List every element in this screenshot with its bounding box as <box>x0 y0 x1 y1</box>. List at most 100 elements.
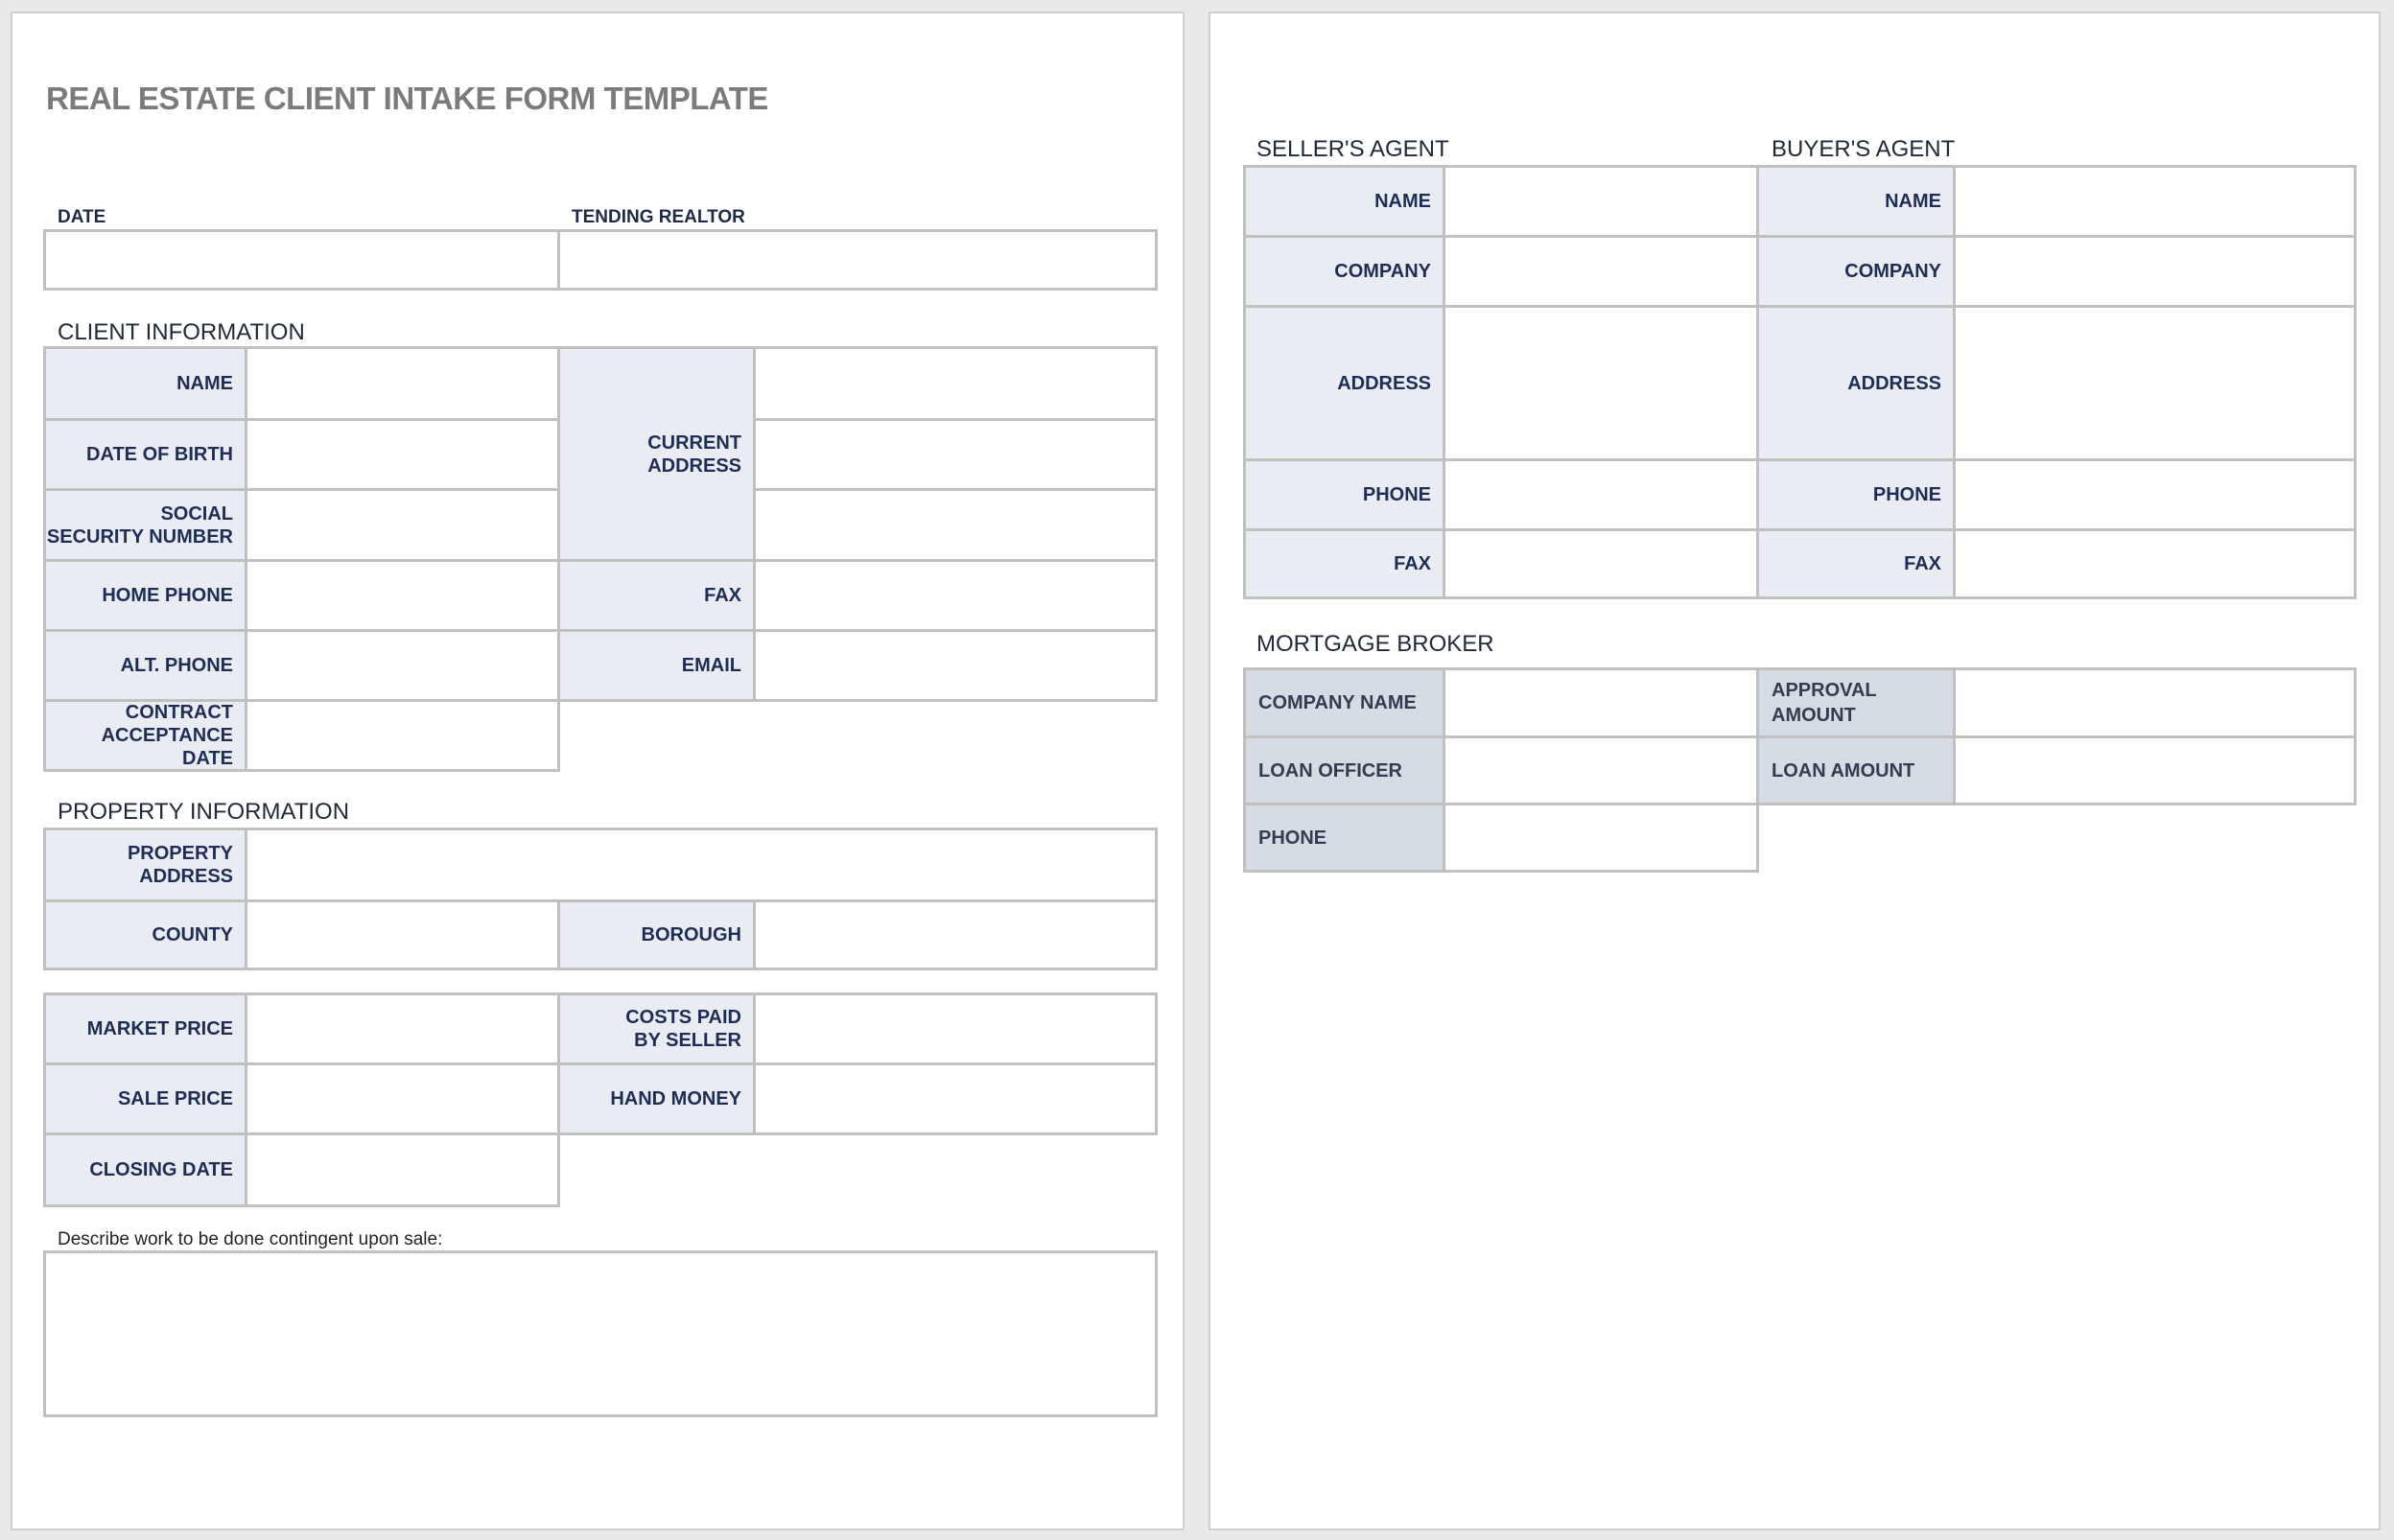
buyer-fax-label: FAX <box>1756 528 1956 599</box>
label-text: ADDRESS <box>1847 372 1941 394</box>
buyer-address-label: ADDRESS <box>1756 305 1956 461</box>
label-text: CURRENT ADDRESS <box>647 432 741 478</box>
seller-fax-field[interactable] <box>1443 528 1759 599</box>
client-information-heading: CLIENT INFORMATION <box>58 319 305 345</box>
label-text: NAME <box>176 373 233 394</box>
fax-field[interactable] <box>753 559 1158 632</box>
describe-work-field[interactable] <box>43 1250 1158 1417</box>
home-phone-label: HOME PHONE <box>43 559 247 632</box>
ssn-field[interactable] <box>245 488 560 562</box>
property-information-heading: PROPERTY INFORMATION <box>58 799 350 825</box>
label-text: PROPERTY ADDRESS <box>128 842 233 888</box>
date-field[interactable] <box>43 229 560 291</box>
loan-officer-field[interactable] <box>1443 735 1759 805</box>
label-text: COSTS PAID BY SELLER <box>625 1006 741 1052</box>
alt-phone-label: ALT. PHONE <box>43 629 247 702</box>
realtor-field[interactable] <box>557 229 1158 291</box>
seller-company-field[interactable] <box>1443 235 1759 308</box>
buyer-company-field[interactable] <box>1953 235 2357 308</box>
email-field[interactable] <box>753 629 1158 702</box>
market-price-label: MARKET PRICE <box>43 992 247 1065</box>
label-line: AMOUNT <box>1772 705 1856 726</box>
label-text: SOCIAL SECURITY NUMBER <box>47 502 233 548</box>
costs-paid-label: COSTS PAID BY SELLER <box>557 992 756 1065</box>
label-line: SECURITY NUMBER <box>46 525 233 548</box>
market-price-field[interactable] <box>245 992 560 1065</box>
buyer-phone-label: PHONE <box>1756 458 1956 531</box>
mortgage-company-label: COMPANY NAME <box>1243 667 1445 738</box>
label-text: FAX <box>704 585 741 606</box>
mortgage-phone-field[interactable] <box>1443 803 1759 873</box>
loan-amount-field[interactable] <box>1953 735 2357 805</box>
form-title: REAL ESTATE CLIENT INTAKE FORM TEMPLATE <box>46 81 768 116</box>
label-text: HAND MONEY <box>610 1088 741 1109</box>
label-line: ACCEPTANCE DATE <box>101 725 233 769</box>
closing-date-field[interactable] <box>245 1132 560 1207</box>
label-line: PROPERTY <box>127 843 233 864</box>
label-text: ALT. PHONE <box>120 655 233 676</box>
fax-label: FAX <box>557 559 756 632</box>
label-text: CLOSING DATE <box>89 1159 233 1180</box>
label-text: COMPANY NAME <box>1258 692 1417 713</box>
borough-field[interactable] <box>753 899 1158 970</box>
address-line-1-field[interactable] <box>753 346 1158 421</box>
seller-phone-label: PHONE <box>1243 458 1445 531</box>
approval-amount-field[interactable] <box>1953 667 2357 738</box>
label-text: MARKET PRICE <box>86 1018 233 1039</box>
describe-work-label: Describe work to be done contingent upon… <box>58 1229 443 1249</box>
buyer-address-field[interactable] <box>1953 305 2357 461</box>
label-text: COMPANY <box>1844 261 1941 282</box>
buyer-fax-field[interactable] <box>1953 528 2357 599</box>
seller-address-label: ADDRESS <box>1243 305 1445 461</box>
dob-label: DATE OF BIRTH <box>43 418 247 491</box>
label-line: BY SELLER <box>634 1030 741 1051</box>
ssn-label: SOCIAL SECURITY NUMBER <box>43 488 247 562</box>
home-phone-field[interactable] <box>245 559 560 632</box>
sellers-agent-heading: SELLER'S AGENT <box>1256 136 1449 162</box>
property-address-field[interactable] <box>245 828 1158 902</box>
closing-date-label: CLOSING DATE <box>43 1132 247 1207</box>
label-line: SOCIAL <box>160 502 233 525</box>
label-text: HOME PHONE <box>102 585 233 606</box>
approval-amount-label: APPROVAL AMOUNT <box>1756 667 1956 738</box>
sale-price-field[interactable] <box>245 1062 560 1135</box>
dob-field[interactable] <box>245 418 560 491</box>
label-text: COUNTY <box>152 924 233 945</box>
label-text: NAME <box>1885 191 1941 212</box>
county-label: COUNTY <box>43 899 247 970</box>
label-line: ADDRESS <box>647 455 741 477</box>
contract-date-field[interactable] <box>245 699 560 772</box>
alt-phone-field[interactable] <box>245 629 560 702</box>
county-field[interactable] <box>245 899 560 970</box>
label-text: COMPANY <box>1334 261 1431 282</box>
hand-money-field[interactable] <box>753 1062 1158 1135</box>
label-line: COSTS PAID <box>625 1007 741 1028</box>
mortgage-phone-label: PHONE <box>1243 803 1445 873</box>
loan-amount-label: LOAN AMOUNT <box>1756 735 1956 805</box>
costs-paid-field[interactable] <box>753 992 1158 1065</box>
seller-name-field[interactable] <box>1443 165 1759 238</box>
property-address-label: PROPERTY ADDRESS <box>43 828 247 902</box>
seller-name-label: NAME <box>1243 165 1445 238</box>
seller-company-label: COMPANY <box>1243 235 1445 308</box>
label-text: FAX <box>1394 553 1431 574</box>
hand-money-label: HAND MONEY <box>557 1062 756 1135</box>
client-name-field[interactable] <box>245 346 560 421</box>
label-text: EMAIL <box>681 655 741 676</box>
address-line-2-field[interactable] <box>753 418 1158 491</box>
label-line: APPROVAL <box>1772 680 1877 701</box>
label-text: NAME <box>1374 191 1431 212</box>
buyer-phone-field[interactable] <box>1953 458 2357 531</box>
address-line-3-field[interactable] <box>753 488 1158 562</box>
seller-address-field[interactable] <box>1443 305 1759 461</box>
label-text: LOAN OFFICER <box>1258 759 1402 782</box>
label-text: SALE PRICE <box>117 1088 233 1109</box>
mortgage-company-field[interactable] <box>1443 667 1759 738</box>
label-text: CONTRACT ACCEPTANCE DATE <box>46 701 233 770</box>
current-address-label: CURRENT ADDRESS <box>557 346 756 562</box>
seller-phone-field[interactable] <box>1443 458 1759 531</box>
label-text: DATE OF BIRTH <box>86 444 233 465</box>
label-text: FAX <box>1904 553 1941 574</box>
buyer-name-field[interactable] <box>1953 165 2357 238</box>
label-line: CURRENT <box>647 432 741 454</box>
